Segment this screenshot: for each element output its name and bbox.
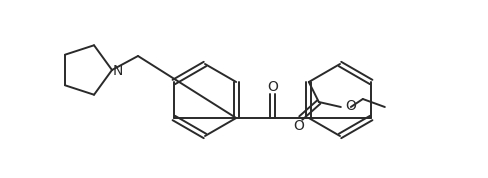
Text: O: O	[293, 119, 304, 133]
Text: O: O	[345, 99, 356, 113]
Text: O: O	[267, 80, 278, 94]
Text: N: N	[113, 64, 123, 78]
